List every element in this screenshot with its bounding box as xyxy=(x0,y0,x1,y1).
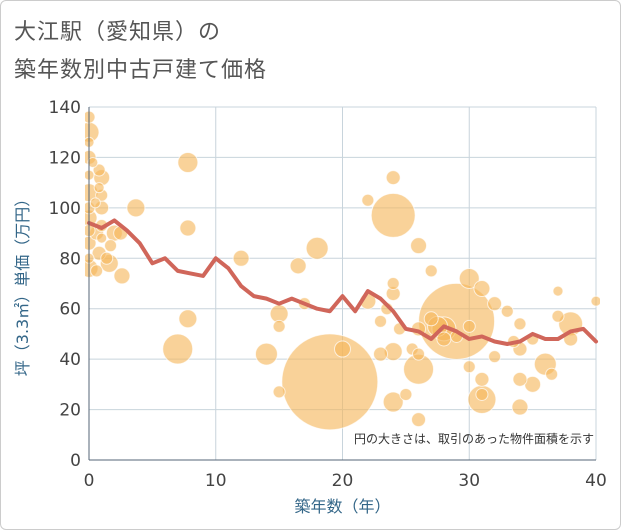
bubble xyxy=(551,309,565,323)
y-tick-label: 80 xyxy=(59,249,81,269)
x-tick-label: 10 xyxy=(205,471,227,491)
bubble xyxy=(113,267,131,285)
bubble xyxy=(373,346,389,362)
bubble xyxy=(89,197,101,209)
bubble xyxy=(462,319,476,333)
trend-line-group xyxy=(87,218,598,347)
bubble xyxy=(474,371,490,387)
bubble xyxy=(512,371,528,387)
y-tick-label: 100 xyxy=(49,199,81,219)
bubble xyxy=(386,277,400,290)
bubble xyxy=(361,193,375,207)
bubble xyxy=(590,295,600,307)
trend-line xyxy=(87,218,598,347)
size-note: 円の大きさは、取引のあった物件面積を示す xyxy=(354,431,594,446)
y-axis-label: 坪（3.3㎡）単価（万円） xyxy=(13,191,32,376)
bubble xyxy=(473,280,491,298)
bubble xyxy=(513,317,527,331)
x-axis-label: 築年数（年） xyxy=(294,497,390,516)
bubble xyxy=(254,342,278,366)
y-tick-label: 20 xyxy=(59,401,81,421)
bubble xyxy=(399,387,413,401)
bubble xyxy=(126,198,146,218)
y-tick-label: 0 xyxy=(70,451,81,471)
bubble xyxy=(177,151,199,173)
bubble xyxy=(552,285,564,297)
bubble xyxy=(487,296,503,312)
bubble xyxy=(87,156,99,168)
bubble xyxy=(475,387,489,401)
bubble xyxy=(272,385,286,399)
bubble xyxy=(305,236,329,260)
y-tick-label: 140 xyxy=(49,98,81,118)
bubble xyxy=(511,398,529,416)
x-tick-label: 40 xyxy=(585,471,607,491)
axes: 0 10 20 30 40 0 20 40 60 80 100 120 140 xyxy=(49,98,607,491)
bubble xyxy=(385,170,401,186)
bubble xyxy=(232,249,250,267)
bubble xyxy=(382,391,404,413)
bubble xyxy=(410,237,428,255)
bubble xyxy=(179,219,197,237)
x-tick-label: 20 xyxy=(332,471,354,491)
bubble xyxy=(96,232,108,244)
bubble xyxy=(289,257,307,275)
x-tick-label: 30 xyxy=(458,471,480,491)
bubble xyxy=(488,350,502,364)
bubble xyxy=(436,331,452,347)
bubble xyxy=(334,340,351,358)
bubble xyxy=(411,412,427,428)
y-tick-label: 60 xyxy=(59,300,81,320)
bubble xyxy=(423,311,439,327)
bubble xyxy=(104,239,118,253)
bubble xyxy=(92,163,106,177)
bubble xyxy=(374,314,388,328)
bubble xyxy=(90,264,104,278)
bubble xyxy=(545,367,559,381)
chart-title-line2: 築年数別中古戸建て価格 xyxy=(14,58,268,83)
y-tick-label: 40 xyxy=(59,350,81,370)
bubble xyxy=(162,333,194,365)
bubble xyxy=(281,333,379,431)
bubble xyxy=(458,267,480,289)
x-tick-label: 0 xyxy=(84,471,95,491)
bubble xyxy=(93,182,105,194)
bubble xyxy=(462,360,476,374)
bubble xyxy=(412,347,426,361)
chart-title-line1: 大江駅（愛知県）の xyxy=(14,20,222,45)
bubble xyxy=(424,264,438,278)
bubble xyxy=(500,304,514,318)
bubble xyxy=(370,192,416,238)
bubble xyxy=(178,309,198,329)
bubble xyxy=(100,251,114,265)
bubble xyxy=(272,319,286,333)
y-tick-label: 120 xyxy=(49,148,81,168)
